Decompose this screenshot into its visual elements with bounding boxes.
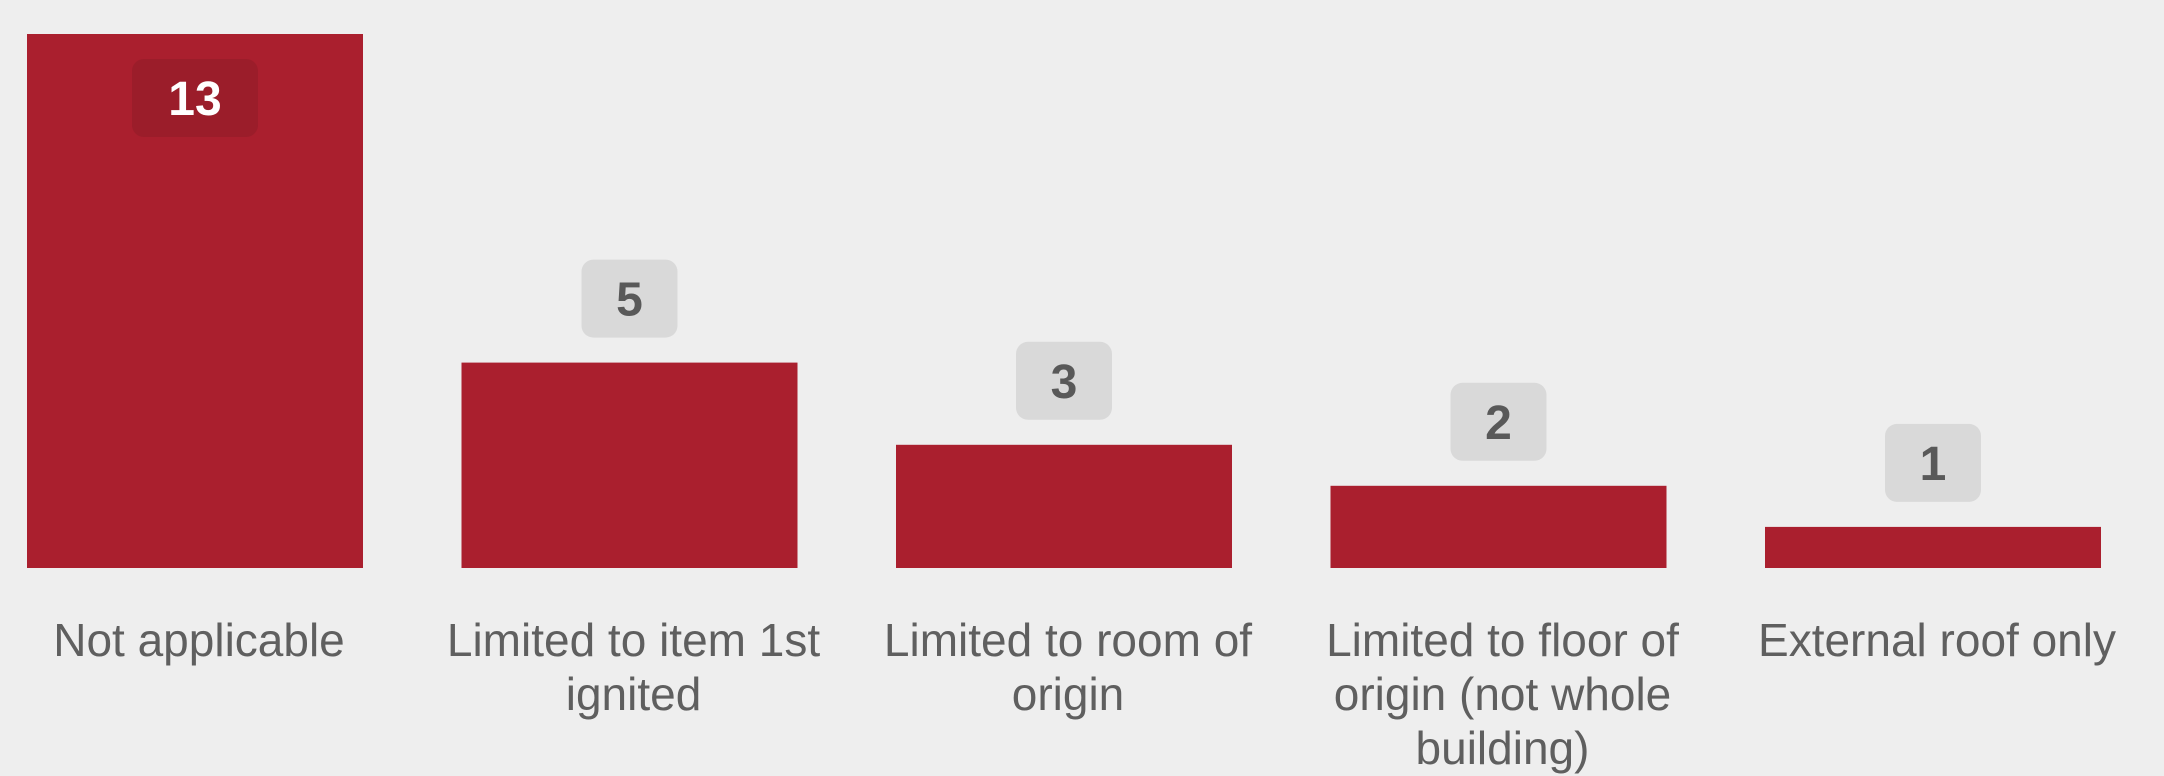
category-label-line: External roof only [1758, 614, 2116, 666]
category-label-4: External roof only [1758, 614, 2116, 666]
category-label-line: Limited to item 1st [447, 614, 820, 666]
category-label-1: Limited to item 1st ignited [447, 614, 820, 720]
category-label-line: Limited to floor of [1326, 614, 1679, 666]
category-label-line: Limited to room of [884, 614, 1252, 666]
category-label-line: ignited [566, 668, 702, 720]
value-labels-group: 13 5 3 2 1 [132, 59, 1981, 502]
bar-4 [1765, 526, 2101, 568]
value-label-0: 13 [168, 73, 221, 126]
value-label-box-1 [581, 259, 678, 338]
category-label-0: Not applicable [53, 614, 345, 666]
bar-3 [1330, 485, 1667, 568]
value-label-box-3 [1450, 382, 1547, 461]
value-label-1: 5 [616, 274, 643, 327]
value-label-box-4 [1885, 423, 1981, 502]
value-label-2: 3 [1051, 356, 1078, 409]
category-label-2: Limited to room of origin [884, 614, 1252, 720]
category-label-line: Not applicable [53, 614, 345, 666]
category-labels-group: Not applicable Limited to item 1st ignited… [53, 614, 2116, 774]
value-label-3: 2 [1485, 397, 1512, 450]
category-label-line: origin [1012, 668, 1125, 720]
bar-1 [461, 362, 798, 568]
category-label-line: building) [1416, 722, 1590, 774]
bars-group [27, 34, 2101, 568]
category-label-line: origin (not whole [1334, 668, 1672, 720]
value-label-box-0 [132, 59, 258, 137]
bar-2 [896, 444, 1232, 568]
value-label-4: 1 [1920, 438, 1947, 491]
category-label-3: Limited to floor of origin (not whole buil… [1326, 614, 1679, 774]
value-label-box-2 [1016, 341, 1112, 420]
